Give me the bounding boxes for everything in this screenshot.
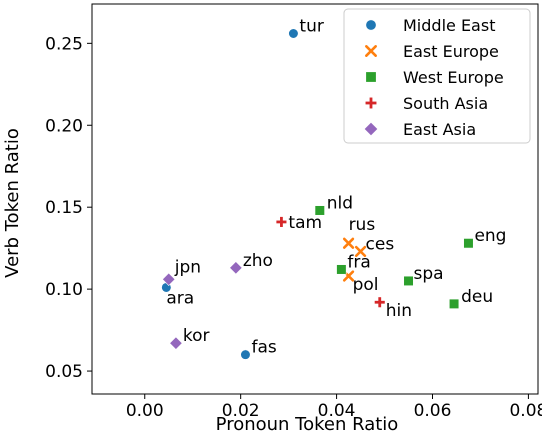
x-tick-label: 0.02 — [222, 401, 260, 421]
y-tick-label: 0.25 — [45, 34, 83, 54]
y-tick-label: 0.10 — [45, 280, 83, 300]
point-label-spa: spa — [414, 264, 444, 284]
data-point-hin — [374, 297, 385, 308]
legend-marker-0 — [365, 19, 377, 31]
legend-label: East Asia — [403, 120, 476, 139]
data-point-fas — [240, 349, 251, 360]
data-point-nld — [314, 205, 325, 216]
data-point-kor — [169, 336, 183, 350]
legend-label: East Europe — [403, 42, 499, 61]
legend-marker-3 — [365, 97, 377, 109]
legend-marker-2 — [365, 71, 377, 83]
y-tick-label: 0.05 — [45, 362, 83, 382]
data-point-zho — [229, 261, 243, 275]
data-point-rus — [342, 237, 355, 249]
data-point-ces — [354, 245, 367, 258]
data-point-fra — [336, 264, 347, 275]
data-points — [161, 28, 474, 360]
legend: Middle East East Europe West Europe South A… — [343, 8, 531, 144]
x-tick-label: 0.06 — [414, 401, 452, 421]
point-label-pol: pol — [353, 275, 379, 295]
point-label-ara: ara — [166, 288, 194, 308]
point-label-kor: kor — [183, 326, 210, 346]
data-point-tam — [276, 216, 287, 227]
y-axis-label: Verb Token Ratio — [2, 128, 23, 278]
point-label-rus: rus — [349, 215, 376, 235]
x-tick-label: 0.04 — [318, 401, 356, 421]
legend-label: Middle East — [403, 16, 495, 35]
y-tick-label: 0.20 — [45, 116, 83, 136]
legend-marker-1 — [365, 45, 377, 57]
legend-marker-4 — [363, 121, 379, 137]
point-label-zho: zho — [243, 251, 273, 271]
data-point-eng — [463, 238, 474, 249]
point-label-fra: fra — [347, 252, 370, 272]
data-point-spa — [403, 275, 414, 287]
point-label-tur: tur — [299, 16, 323, 36]
point-label-hin: hin — [386, 301, 412, 321]
data-point-deu — [448, 298, 460, 309]
legend-label: South Asia — [403, 94, 488, 113]
axes: 0.00 0.02 0.04 0.06 0.08 0.05 0.10 0.15 0.20 0.25… — [2, 3, 542, 434]
point-label-fas: fas — [251, 338, 276, 358]
plot-frame — [91, 3, 539, 395]
legend-box — [343, 8, 531, 144]
y-tick-label: 0.15 — [45, 198, 83, 218]
point-label-jpn: jpn — [174, 257, 201, 277]
point-label-nld: nld — [327, 193, 353, 213]
x-axis-label: Pronoun Token Ratio — [216, 414, 399, 434]
data-point-jpn — [162, 272, 176, 286]
x-tick-label: 0.00 — [126, 401, 164, 421]
legend-label: West Europe — [403, 68, 504, 87]
point-label-tam: tam — [288, 213, 322, 233]
point-label-deu: deu — [461, 287, 493, 307]
x-tick-label: 0.08 — [509, 401, 542, 421]
point-label-eng: eng — [474, 226, 506, 246]
point-label-ces: ces — [366, 234, 395, 254]
data-point-tur — [288, 28, 299, 39]
